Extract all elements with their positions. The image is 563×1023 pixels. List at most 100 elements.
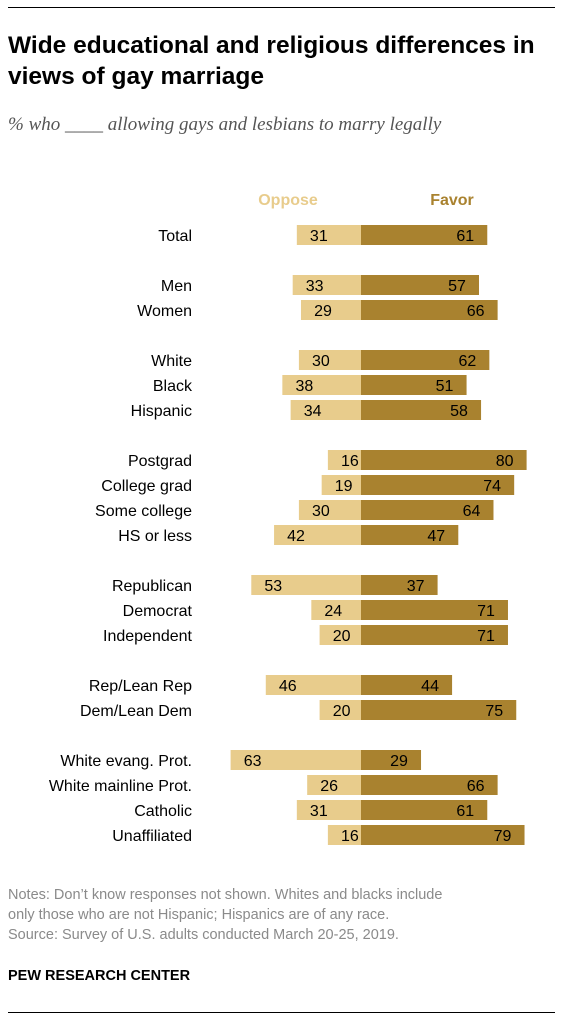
favor-bar — [361, 625, 508, 645]
category-label: Democrat — [123, 603, 193, 620]
oppose-value-label: 31 — [310, 803, 328, 820]
category-label: Unaffiliated — [112, 828, 192, 845]
oppose-value-label: 20 — [333, 703, 351, 720]
oppose-bar — [265, 675, 361, 695]
category-label: Dem/Lean Dem — [80, 703, 192, 720]
category-label: White — [151, 353, 192, 370]
favor-bar — [361, 450, 527, 470]
oppose-value-label: 30 — [312, 353, 330, 370]
favor-bar — [361, 375, 467, 395]
oppose-value-label: 30 — [312, 503, 330, 520]
chart-area: Oppose Favor Total 31 61 Men 33 57 Women 29 66 Whit… — [0, 180, 563, 875]
category-label: Some college — [95, 503, 192, 520]
oppose-value-label: 31 — [310, 228, 328, 245]
oppose-bar — [296, 225, 361, 245]
favor-bar — [361, 675, 453, 695]
category-label: Total — [158, 228, 192, 245]
top-rule — [8, 7, 555, 8]
favor-value-label: 58 — [450, 403, 468, 420]
favor-bar — [361, 825, 525, 845]
favor-bar — [361, 800, 488, 820]
category-label: White mainline Prot. — [49, 778, 192, 795]
favor-value-label: 47 — [427, 528, 445, 545]
oppose-value-label: 19 — [335, 478, 353, 495]
category-label: Men — [161, 278, 192, 295]
legend-favor: Favor — [430, 192, 474, 209]
favor-value-label: 51 — [436, 378, 454, 395]
oppose-bar — [300, 300, 361, 320]
oppose-bar — [251, 575, 361, 595]
favor-bar — [361, 775, 498, 795]
oppose-value-label: 38 — [295, 378, 313, 395]
favor-value-label: 57 — [448, 278, 466, 295]
legend-oppose: Oppose — [258, 192, 318, 209]
favor-bar — [361, 750, 422, 770]
favor-value-label: 66 — [467, 778, 485, 795]
favor-value-label: 62 — [458, 353, 476, 370]
favor-value-label: 71 — [477, 628, 495, 645]
oppose-bar — [290, 400, 361, 420]
favor-value-label: 71 — [477, 603, 495, 620]
favor-bar — [361, 400, 482, 420]
chart-subtitle: % who ____ allowing gays and lesbians to… — [8, 114, 442, 135]
oppose-value-label: 24 — [324, 603, 342, 620]
oppose-value-label: 63 — [244, 753, 262, 770]
category-label: White evang. Prot. — [60, 753, 192, 770]
oppose-value-label: 16 — [341, 453, 359, 470]
category-label: Republican — [112, 578, 192, 595]
favor-value-label: 75 — [485, 703, 503, 720]
category-label: HS or less — [118, 528, 192, 545]
oppose-bar — [319, 700, 361, 720]
favor-bar — [361, 575, 438, 595]
category-label: Postgrad — [128, 453, 192, 470]
oppose-bar — [311, 600, 361, 620]
favor-bar — [361, 525, 459, 545]
oppose-bar — [296, 800, 361, 820]
oppose-bar — [282, 375, 361, 395]
favor-bar — [361, 600, 508, 620]
diverging-bar-chart: Oppose Favor Total 31 61 Men 33 57 Women 29 66 Whit… — [49, 192, 527, 845]
favor-bar — [361, 500, 494, 520]
note-line: only those who are not Hispanic; Hispani… — [8, 907, 390, 923]
oppose-bar — [298, 500, 361, 520]
note-line: Notes: Don’t know responses not shown. W… — [8, 887, 443, 903]
oppose-bar — [230, 750, 361, 770]
oppose-value-label: 33 — [306, 278, 324, 295]
category-label: College grad — [101, 478, 192, 495]
oppose-bar — [292, 275, 361, 295]
oppose-value-label: 20 — [333, 628, 351, 645]
source-line: Source: Survey of U.S. adults conducted … — [8, 927, 399, 943]
oppose-bar — [327, 450, 361, 470]
bottom-rule — [8, 1012, 555, 1013]
category-label: Black — [153, 378, 193, 395]
favor-value-label: 61 — [456, 803, 474, 820]
oppose-value-label: 16 — [341, 828, 359, 845]
oppose-value-label: 53 — [264, 578, 282, 595]
oppose-bar — [307, 775, 361, 795]
oppose-value-label: 34 — [304, 403, 322, 420]
category-label: Rep/Lean Rep — [89, 678, 192, 695]
chart-title: Wide educational and religious differenc… — [8, 32, 535, 90]
oppose-value-label: 29 — [314, 303, 332, 320]
favor-value-label: 44 — [421, 678, 439, 695]
favor-value-label: 29 — [390, 753, 408, 770]
favor-value-label: 80 — [496, 453, 514, 470]
favor-value-label: 61 — [456, 228, 474, 245]
category-label: Women — [137, 303, 192, 320]
favor-value-label: 79 — [494, 828, 512, 845]
favor-bar — [361, 700, 517, 720]
favor-value-label: 74 — [483, 478, 501, 495]
oppose-value-label: 26 — [320, 778, 338, 795]
favor-bar — [361, 475, 515, 495]
oppose-bar — [274, 525, 361, 545]
favor-bar — [361, 350, 490, 370]
category-label: Catholic — [134, 803, 192, 820]
category-label: Hispanic — [131, 403, 192, 420]
oppose-bar — [327, 825, 361, 845]
favor-bar — [361, 225, 488, 245]
favor-bar — [361, 275, 479, 295]
favor-bar — [361, 300, 498, 320]
oppose-value-label: 46 — [279, 678, 297, 695]
category-label: Independent — [103, 628, 193, 645]
brand-logo-text: PEW RESEARCH CENTER — [8, 968, 191, 984]
